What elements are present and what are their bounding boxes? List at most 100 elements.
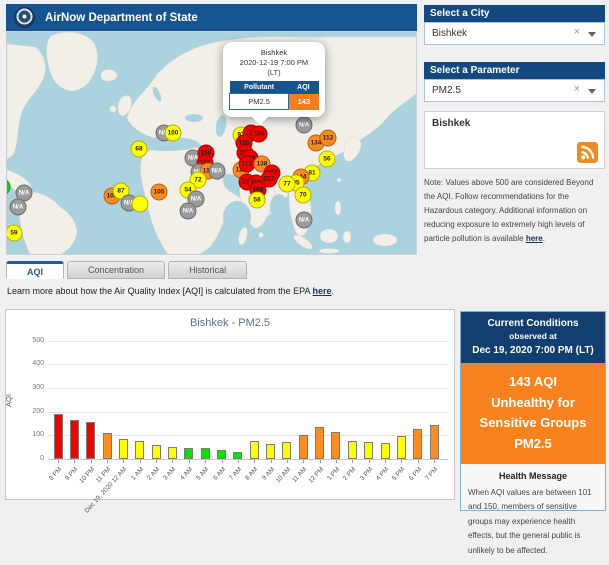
health-message-block: Health Message When AQI values are betwe… bbox=[461, 464, 605, 565]
chart-bar[interactable] bbox=[299, 435, 308, 459]
rss-feed-icon[interactable] bbox=[577, 142, 598, 163]
aqi-map-marker[interactable] bbox=[6, 179, 11, 196]
world-aqi-map[interactable]: N/AN/A5910387N/A68N/A100N/A158156N/A110N… bbox=[6, 31, 417, 255]
aqi-map-marker[interactable]: 68 bbox=[131, 141, 148, 158]
note-here-link[interactable]: here bbox=[526, 234, 543, 243]
x-axis-tick bbox=[303, 460, 304, 463]
x-axis-tick bbox=[58, 460, 59, 463]
select-city-header: Select a City bbox=[424, 5, 605, 22]
x-axis-tick bbox=[74, 460, 75, 463]
map-markers-layer: N/AN/A5910387N/A68N/A100N/A158156N/A110N… bbox=[7, 32, 416, 254]
city-select-value: Bishkek bbox=[432, 28, 467, 39]
city-clear-icon[interactable]: × bbox=[574, 27, 580, 38]
aqi-map-marker[interactable]: 70 bbox=[295, 187, 312, 204]
popup-col-pollutant: Pollutant bbox=[230, 81, 289, 94]
tab-historical[interactable]: Historical bbox=[168, 261, 247, 279]
department-of-state-seal-icon bbox=[14, 7, 35, 28]
chart-bar[interactable] bbox=[413, 429, 422, 459]
x-axis-tick bbox=[287, 460, 288, 463]
chart-bar[interactable] bbox=[86, 422, 95, 459]
popup-aqi-value: 143 bbox=[289, 94, 319, 110]
aqi-map-marker[interactable]: N/A bbox=[209, 163, 226, 180]
chart-bar[interactable] bbox=[282, 442, 291, 459]
chart-gridline bbox=[48, 341, 448, 342]
learn-more-line: Learn more about how the Air Quality Ind… bbox=[7, 286, 334, 296]
popup-table: Pollutant AQI PM2.5 143 bbox=[229, 81, 319, 110]
aqi-map-marker[interactable]: N/A bbox=[10, 199, 27, 216]
aqi-map-marker[interactable]: 105 bbox=[151, 184, 168, 201]
current-aqi-block: 143 AQI Unhealthy for Sensitive Groups P… bbox=[461, 363, 605, 464]
learn-more-here-link[interactable]: here bbox=[313, 286, 332, 296]
x-axis-tick bbox=[254, 460, 255, 463]
y-axis-tick-label: 100 bbox=[18, 431, 44, 438]
x-axis-tick bbox=[434, 460, 435, 463]
parameter-clear-icon[interactable]: × bbox=[574, 84, 580, 95]
chart-bar[interactable] bbox=[152, 445, 161, 459]
aqi-map-marker[interactable]: 59 bbox=[6, 225, 23, 242]
parameter-select-value: PM2.5 bbox=[432, 85, 461, 96]
chart-bar[interactable] bbox=[381, 443, 390, 459]
aqi-map-marker[interactable]: N/A bbox=[180, 203, 197, 220]
aqi-map-marker[interactable]: 77 bbox=[279, 176, 296, 193]
observed-at-label: observed at bbox=[464, 331, 602, 343]
x-axis-tick bbox=[91, 460, 92, 463]
x-axis-tick bbox=[172, 460, 173, 463]
note-suffix: . bbox=[543, 234, 545, 243]
tab-bar: AQI Concentration Historical bbox=[6, 261, 250, 279]
current-conditions-panel: Current Conditions observed at Dec 19, 2… bbox=[460, 311, 606, 511]
chart-bar[interactable] bbox=[266, 444, 275, 459]
chart-bar[interactable] bbox=[135, 441, 144, 459]
chart-bar[interactable] bbox=[54, 414, 63, 459]
y-axis-tick-label: 0 bbox=[18, 455, 44, 462]
chart-bar[interactable] bbox=[331, 432, 340, 459]
chart-bar[interactable] bbox=[233, 452, 242, 459]
aqi-map-marker[interactable]: N/A bbox=[296, 117, 313, 134]
current-conditions-title: Current Conditions bbox=[464, 316, 602, 331]
city-select[interactable]: Bishkek × bbox=[424, 22, 605, 45]
aqi-map-marker[interactable]: 58 bbox=[249, 192, 266, 209]
app-header: AirNow Department of State bbox=[6, 4, 417, 31]
chart-bar[interactable] bbox=[217, 450, 226, 459]
chart-bar[interactable] bbox=[168, 447, 177, 459]
chart-bar[interactable] bbox=[119, 439, 128, 459]
chart-bar[interactable] bbox=[315, 427, 324, 459]
aqi-map-marker[interactable] bbox=[132, 196, 149, 213]
chart-bar[interactable] bbox=[201, 448, 210, 459]
x-axis-tick bbox=[352, 460, 353, 463]
x-axis-tick bbox=[140, 460, 141, 463]
parameter-select[interactable]: PM2.5 × bbox=[424, 79, 605, 102]
aqi-map-marker[interactable]: 169 bbox=[251, 126, 268, 143]
chart-bar[interactable] bbox=[70, 420, 79, 459]
learn-more-text: Learn more about how the Air Quality Ind… bbox=[7, 286, 313, 296]
observed-datetime: Dec 19, 2020 7:00 PM (LT) bbox=[464, 343, 602, 358]
popup-city: Bishkek bbox=[229, 48, 319, 58]
tab-concentration[interactable]: Concentration bbox=[67, 261, 165, 279]
x-axis-tick bbox=[189, 460, 190, 463]
x-axis-tick bbox=[271, 460, 272, 463]
aqi-map-marker[interactable]: 56 bbox=[319, 151, 336, 168]
chart-bar[interactable] bbox=[250, 441, 259, 459]
map-popup: Bishkek 2020-12-19 7:00 PM (LT) Pollutan… bbox=[223, 42, 325, 117]
feed-city-label: Bishkek bbox=[432, 118, 470, 129]
chart-gridline bbox=[48, 388, 448, 389]
y-axis-tick-label: 400 bbox=[18, 360, 44, 367]
popup-col-aqi: AQI bbox=[289, 81, 319, 94]
x-axis-tick bbox=[385, 460, 386, 463]
chart-bar[interactable] bbox=[430, 425, 439, 459]
chart-bar[interactable] bbox=[184, 448, 193, 459]
popup-lt: (LT) bbox=[229, 68, 319, 78]
x-axis-tick bbox=[107, 460, 108, 463]
chart-bar[interactable] bbox=[103, 433, 112, 459]
select-parameter-header: Select a Parameter bbox=[424, 62, 605, 79]
aqi-map-marker[interactable]: N/A bbox=[296, 212, 313, 229]
aqi-map-marker[interactable]: 112 bbox=[320, 130, 337, 147]
chart-bar[interactable] bbox=[397, 436, 406, 459]
aqi-map-marker[interactable]: 100 bbox=[165, 125, 182, 142]
x-axis-tick bbox=[222, 460, 223, 463]
city-caret-down-icon[interactable] bbox=[588, 32, 596, 41]
chart-bar[interactable] bbox=[364, 442, 373, 459]
popup-datetime: 2020-12-19 7:00 PM bbox=[229, 58, 319, 68]
parameter-caret-down-icon[interactable] bbox=[588, 89, 596, 98]
chart-bar[interactable] bbox=[348, 441, 357, 459]
tab-aqi[interactable]: AQI bbox=[6, 261, 64, 279]
